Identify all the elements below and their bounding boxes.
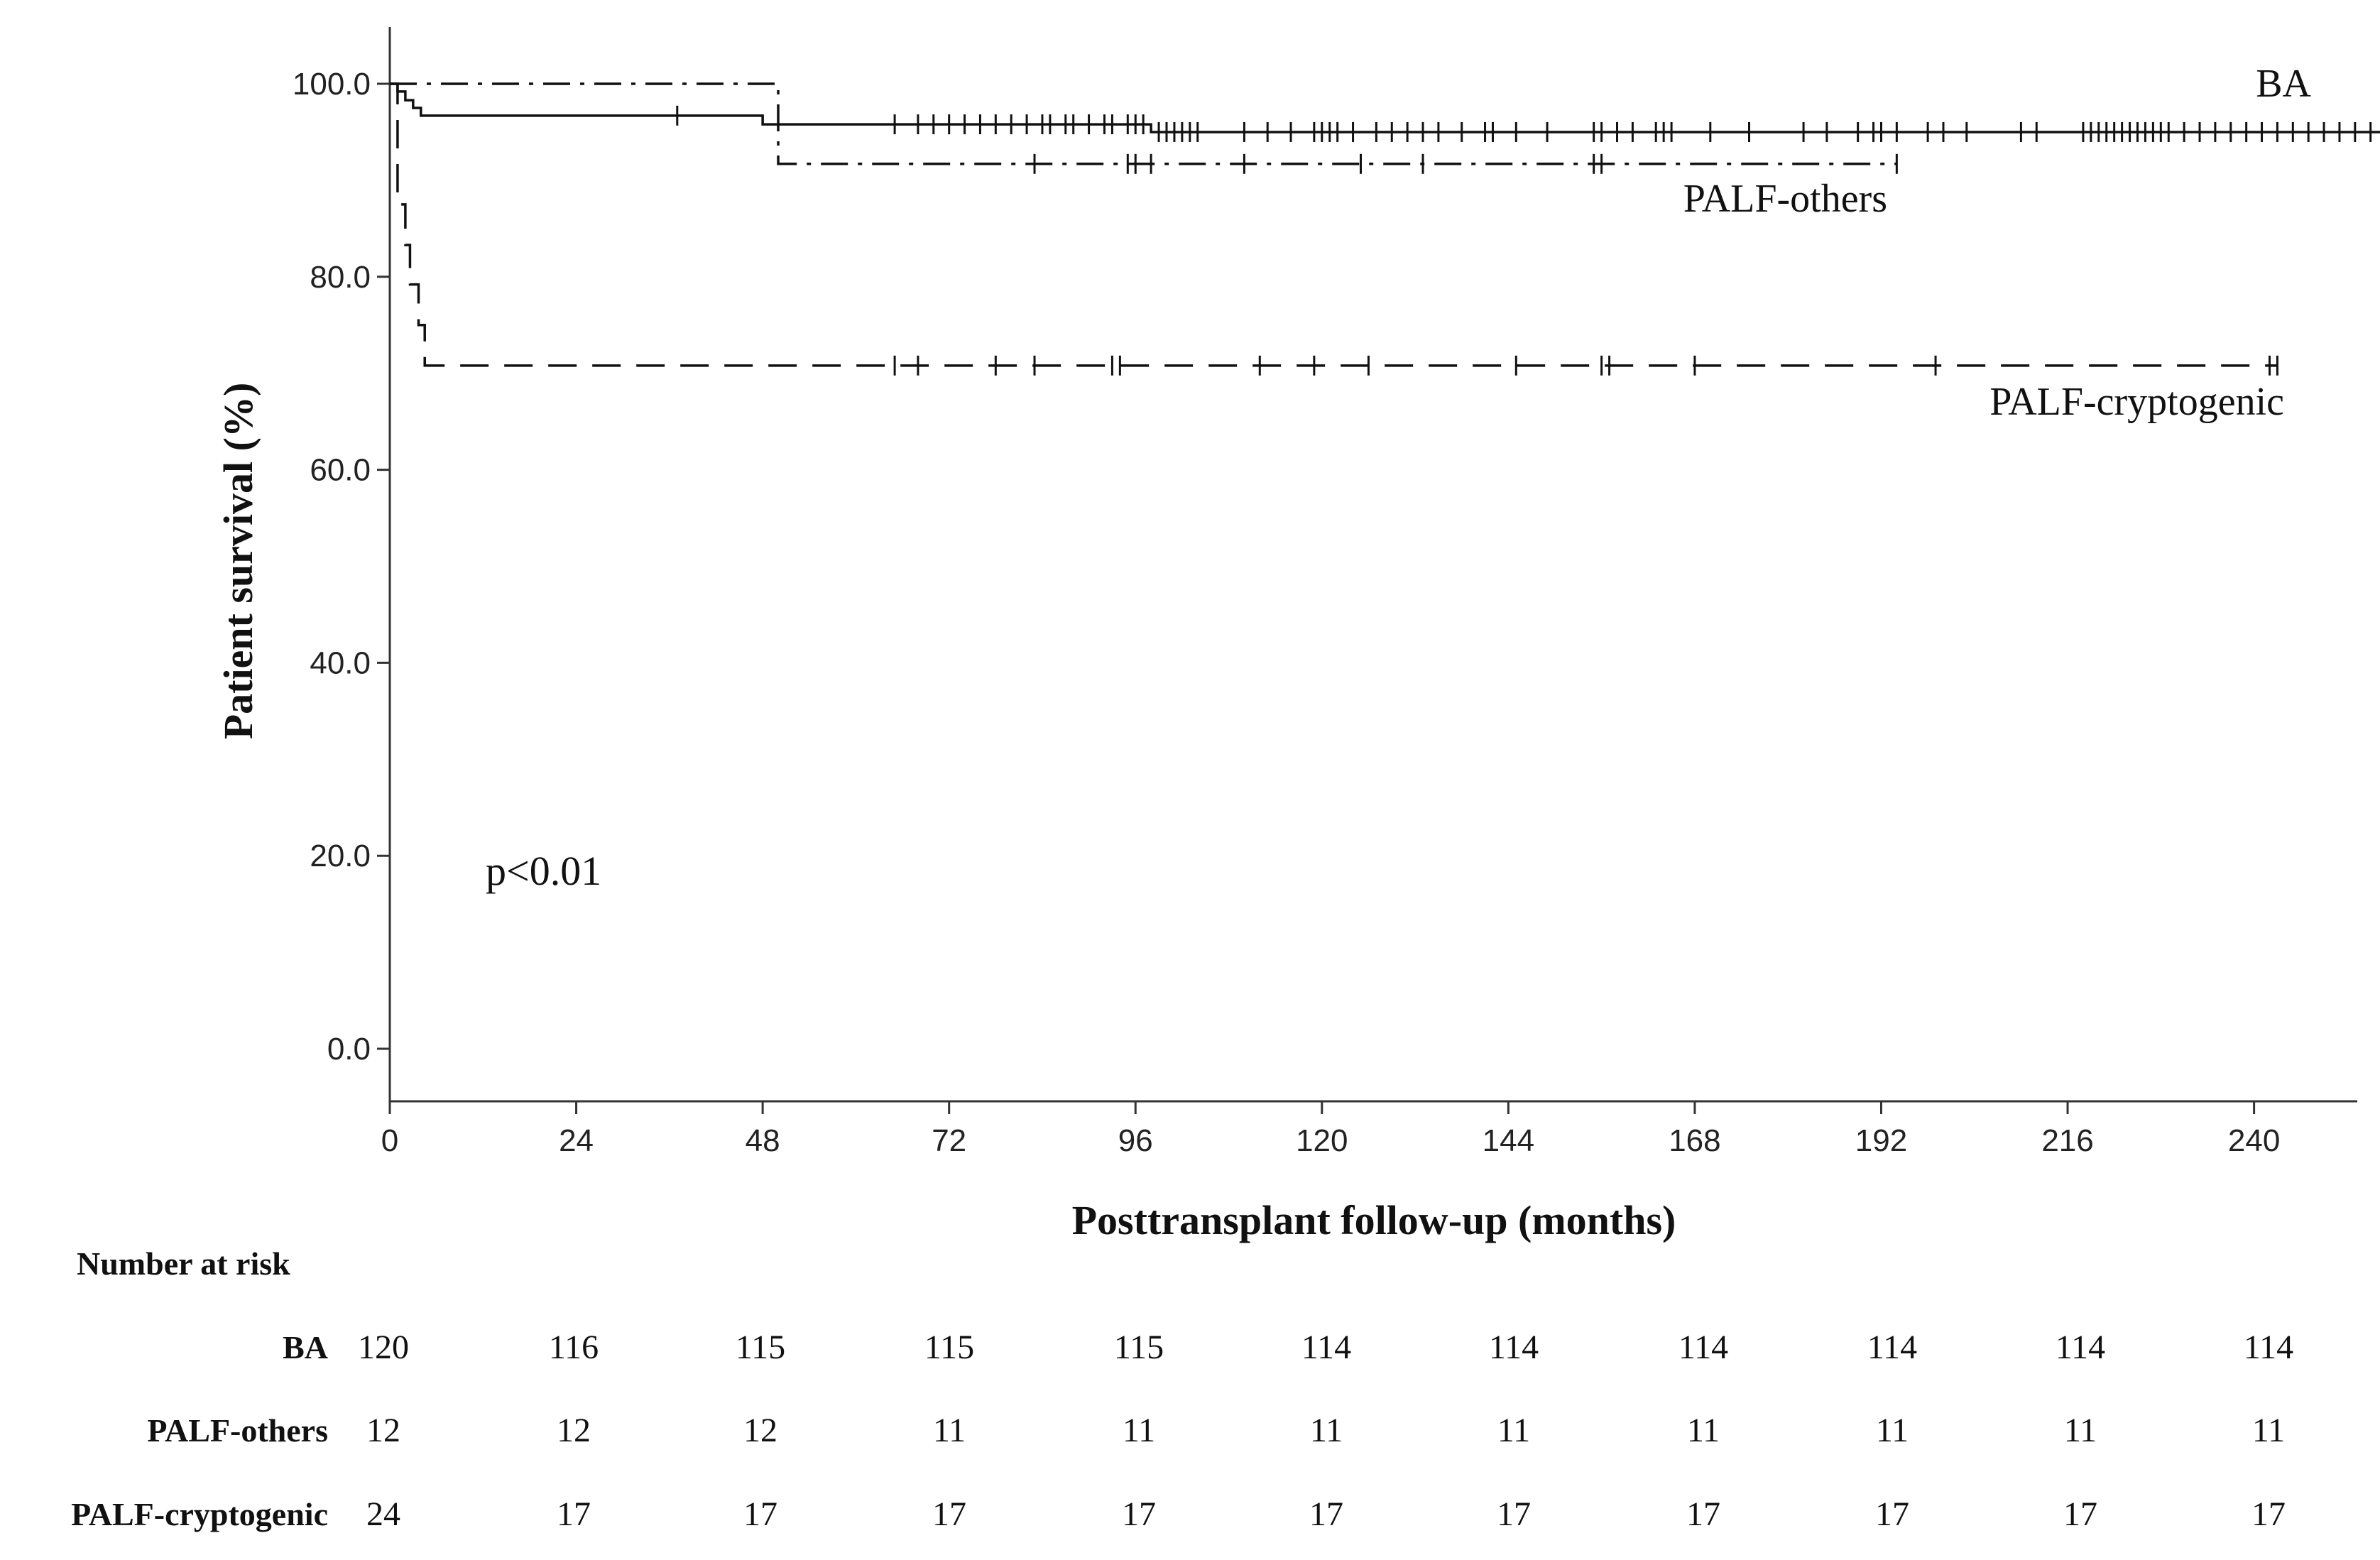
risk-value: 17 bbox=[1686, 1495, 1720, 1533]
risk-value: 11 bbox=[2064, 1412, 2097, 1449]
y-tick-label: 40.0 bbox=[310, 645, 371, 680]
x-tick-label: 240 bbox=[2228, 1123, 2280, 1158]
risk-value: 120 bbox=[358, 1329, 409, 1366]
risk-value: 114 bbox=[1489, 1329, 1539, 1366]
x-axis-title: Posttransplant follow-up (months) bbox=[1072, 1197, 1676, 1243]
risk-value: 11 bbox=[1310, 1412, 1343, 1449]
x-tick-label: 216 bbox=[2041, 1123, 2093, 1158]
y-axis-ticks: 0.0 20.0 40.0 60.0 80.0 100.0 bbox=[293, 67, 390, 1067]
risk-value: 17 bbox=[1497, 1495, 1531, 1533]
x-tick-label: 96 bbox=[1118, 1123, 1153, 1158]
x-tick-label: 72 bbox=[932, 1123, 966, 1158]
x-tick-label: 48 bbox=[746, 1123, 780, 1158]
y-axis-title: Patient survival (%) bbox=[215, 383, 261, 740]
risk-value: 17 bbox=[2063, 1495, 2097, 1533]
curve-label-palf-cryptogenic: PALF-cryptogenic bbox=[1989, 380, 2284, 424]
risk-value: 12 bbox=[557, 1412, 591, 1449]
y-tick-label: 100.0 bbox=[293, 67, 371, 102]
risk-value: 11 bbox=[1687, 1412, 1720, 1449]
risk-value: 11 bbox=[2252, 1412, 2285, 1449]
risk-value: 17 bbox=[557, 1495, 591, 1533]
risk-value: 17 bbox=[932, 1495, 966, 1533]
risk-value: 11 bbox=[1497, 1412, 1530, 1449]
risk-row-label-palf-others: PALF-others bbox=[147, 1412, 328, 1449]
risk-value: 11 bbox=[933, 1412, 966, 1449]
risk-value: 11 bbox=[1876, 1412, 1909, 1449]
risk-value: 115 bbox=[736, 1329, 785, 1366]
risk-value: 17 bbox=[1875, 1495, 1909, 1533]
risk-row-label-palf-cryptogenic: PALF-cryptogenic bbox=[71, 1496, 328, 1532]
x-tick-label: 192 bbox=[1855, 1123, 1907, 1158]
risk-value: 114 bbox=[2056, 1329, 2105, 1366]
x-tick-label: 120 bbox=[1296, 1123, 1348, 1158]
risk-value: 114 bbox=[1867, 1329, 1917, 1366]
y-tick-label: 0.0 bbox=[327, 1032, 371, 1067]
y-tick-label: 60.0 bbox=[310, 453, 371, 488]
risk-row-label-ba: BA bbox=[283, 1329, 328, 1365]
curve-palf-others bbox=[390, 82, 1897, 165]
risk-value: 12 bbox=[743, 1412, 777, 1449]
risk-value: 24 bbox=[366, 1495, 400, 1533]
survival-curves bbox=[390, 82, 2380, 376]
risk-value: 115 bbox=[924, 1329, 974, 1366]
risk-value: 11 bbox=[1123, 1412, 1155, 1449]
risk-value: 17 bbox=[1309, 1495, 1343, 1533]
risk-value: 114 bbox=[1301, 1329, 1351, 1366]
y-tick-label: 80.0 bbox=[310, 260, 371, 295]
risk-value: 114 bbox=[1678, 1329, 1728, 1366]
risk-value: 17 bbox=[1122, 1495, 1156, 1533]
risk-table-values: 120 116 115 115 115 114 114 114 114 114 114 12 12 12 1… bbox=[358, 1329, 2293, 1533]
x-tick-label: 24 bbox=[559, 1123, 594, 1158]
risk-value: 115 bbox=[1114, 1329, 1164, 1366]
x-tick-label: 0 bbox=[381, 1123, 398, 1158]
risk-value: 17 bbox=[2251, 1495, 2286, 1533]
risk-value: 114 bbox=[2244, 1329, 2293, 1366]
p-value-annotation: p<0.01 bbox=[486, 848, 601, 894]
risk-value: 17 bbox=[743, 1495, 777, 1533]
x-axis-ticks: 0 24 48 72 96 120 144 168 192 216 240 bbox=[381, 1101, 2280, 1158]
curve-ba bbox=[390, 82, 2380, 133]
curve-label-ba: BA bbox=[2256, 62, 2311, 106]
x-tick-label: 144 bbox=[1483, 1123, 1534, 1158]
curve-palf-cryptogenic bbox=[390, 82, 2278, 367]
risk-table-title: Number at risk bbox=[77, 1245, 290, 1282]
x-tick-label: 168 bbox=[1669, 1123, 1720, 1158]
curve-label-palf-others: PALF-others bbox=[1683, 177, 1887, 221]
y-tick-label: 20.0 bbox=[310, 839, 371, 873]
risk-value: 12 bbox=[366, 1412, 400, 1449]
risk-value: 116 bbox=[549, 1329, 599, 1366]
